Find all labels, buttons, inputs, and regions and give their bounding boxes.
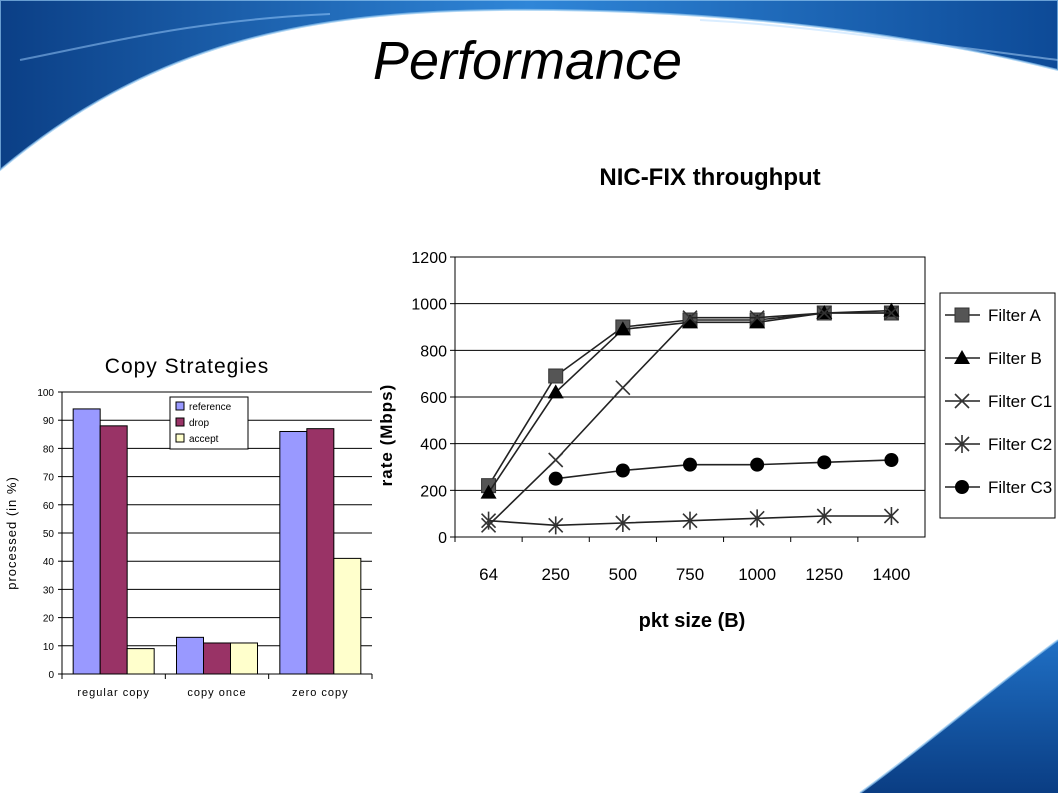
legend-marker-Filter C2	[954, 435, 970, 453]
data-point	[548, 368, 564, 384]
y-tick-label: 40	[43, 557, 55, 568]
bar-drop	[99, 425, 128, 675]
x-axis-label: pkt size (B)	[639, 610, 746, 632]
x-tick-label: 1400	[873, 565, 911, 584]
x-tick-label: zero copy	[292, 687, 349, 699]
y-tick-label: 1000	[411, 297, 447, 314]
data-point	[548, 471, 563, 486]
data-point	[749, 509, 765, 528]
y-tick-label: 20	[43, 614, 55, 625]
y-axis-label: processed (in %)	[4, 476, 19, 590]
series-Filter C3	[548, 453, 899, 486]
y-tick-label: 70	[43, 473, 55, 484]
data-point	[682, 310, 698, 326]
data-point	[548, 452, 564, 468]
data-point	[749, 314, 766, 329]
x-tick-label: copy once	[187, 687, 246, 699]
data-point	[683, 457, 697, 472]
legend-label: Filter C2	[988, 435, 1052, 454]
y-tick-label: 400	[420, 437, 447, 454]
y-tick-label: 90	[43, 416, 55, 427]
data-point	[816, 305, 832, 321]
data-point	[816, 507, 832, 525]
legend-marker-Filter B	[954, 350, 970, 364]
series-line	[555, 459, 892, 480]
y-tick-label: 10	[43, 642, 55, 653]
data-point	[883, 305, 899, 321]
legend-label: Filter B	[988, 349, 1042, 368]
data-point	[884, 453, 899, 467]
y-axis-label: rate (Mbps)	[377, 384, 396, 487]
data-point	[615, 380, 631, 396]
legend-swatch-reference	[175, 401, 185, 411]
x-tick-label: 1000	[738, 565, 776, 584]
x-tick-label: regular copy	[77, 687, 150, 699]
legend-marker-Filter A	[954, 307, 970, 323]
bar-reference	[176, 636, 204, 675]
legend-marker-Filter C1	[954, 393, 970, 409]
y-tick-label: 30	[43, 585, 55, 596]
y-tick-label: 60	[43, 501, 55, 512]
x-tick-label: 750	[676, 565, 704, 584]
data-point	[480, 484, 497, 499]
data-point	[615, 514, 631, 532]
y-tick-label: 600	[420, 390, 447, 407]
bar-reference	[279, 430, 308, 675]
slide-title: Performance	[372, 31, 683, 91]
y-tick-label: 200	[420, 483, 447, 500]
x-tick-label: 1250	[805, 565, 843, 584]
y-tick-label: 50	[43, 529, 55, 540]
data-point	[750, 457, 765, 472]
legend-swatch-accept	[175, 433, 185, 443]
chart-title: NIC-FIX throughput	[599, 164, 820, 191]
series-Filter C2	[481, 507, 899, 535]
legend-box	[939, 292, 1056, 519]
legend-label: accept	[189, 434, 219, 445]
data-point	[481, 511, 497, 530]
y-tick-label: 80	[43, 444, 55, 455]
bar-accept	[126, 648, 155, 675]
bar-drop	[306, 428, 335, 675]
legend-swatch-drop	[175, 417, 185, 427]
legend-label: drop	[189, 418, 209, 429]
data-point	[749, 310, 765, 326]
data-point	[817, 455, 832, 470]
y-tick-label: 1200	[411, 250, 447, 267]
data-point	[682, 314, 698, 329]
data-point	[547, 384, 564, 399]
y-tick-label: 800	[420, 343, 447, 360]
y-tick-label: 0	[48, 670, 54, 681]
legend-label: Filter A	[988, 306, 1042, 325]
data-point	[615, 463, 630, 478]
data-point	[682, 511, 698, 530]
bar-accept	[230, 642, 258, 675]
y-tick-label: 0	[438, 530, 447, 547]
data-point	[548, 516, 564, 535]
x-tick-label: 250	[542, 565, 570, 584]
x-tick-label: 500	[609, 565, 637, 584]
y-tick-label: 100	[37, 388, 54, 399]
data-point	[614, 321, 631, 336]
bar-accept	[333, 557, 362, 675]
legend-label: Filter C1	[988, 392, 1052, 411]
bar-drop	[203, 642, 231, 675]
legend-label: reference	[189, 402, 232, 413]
data-point	[883, 507, 899, 525]
legend-label: Filter C3	[988, 478, 1052, 497]
legend-marker-Filter C3	[955, 480, 969, 494]
x-tick-label: 64	[479, 565, 498, 584]
chart-title: Copy Strategies	[105, 355, 269, 378]
